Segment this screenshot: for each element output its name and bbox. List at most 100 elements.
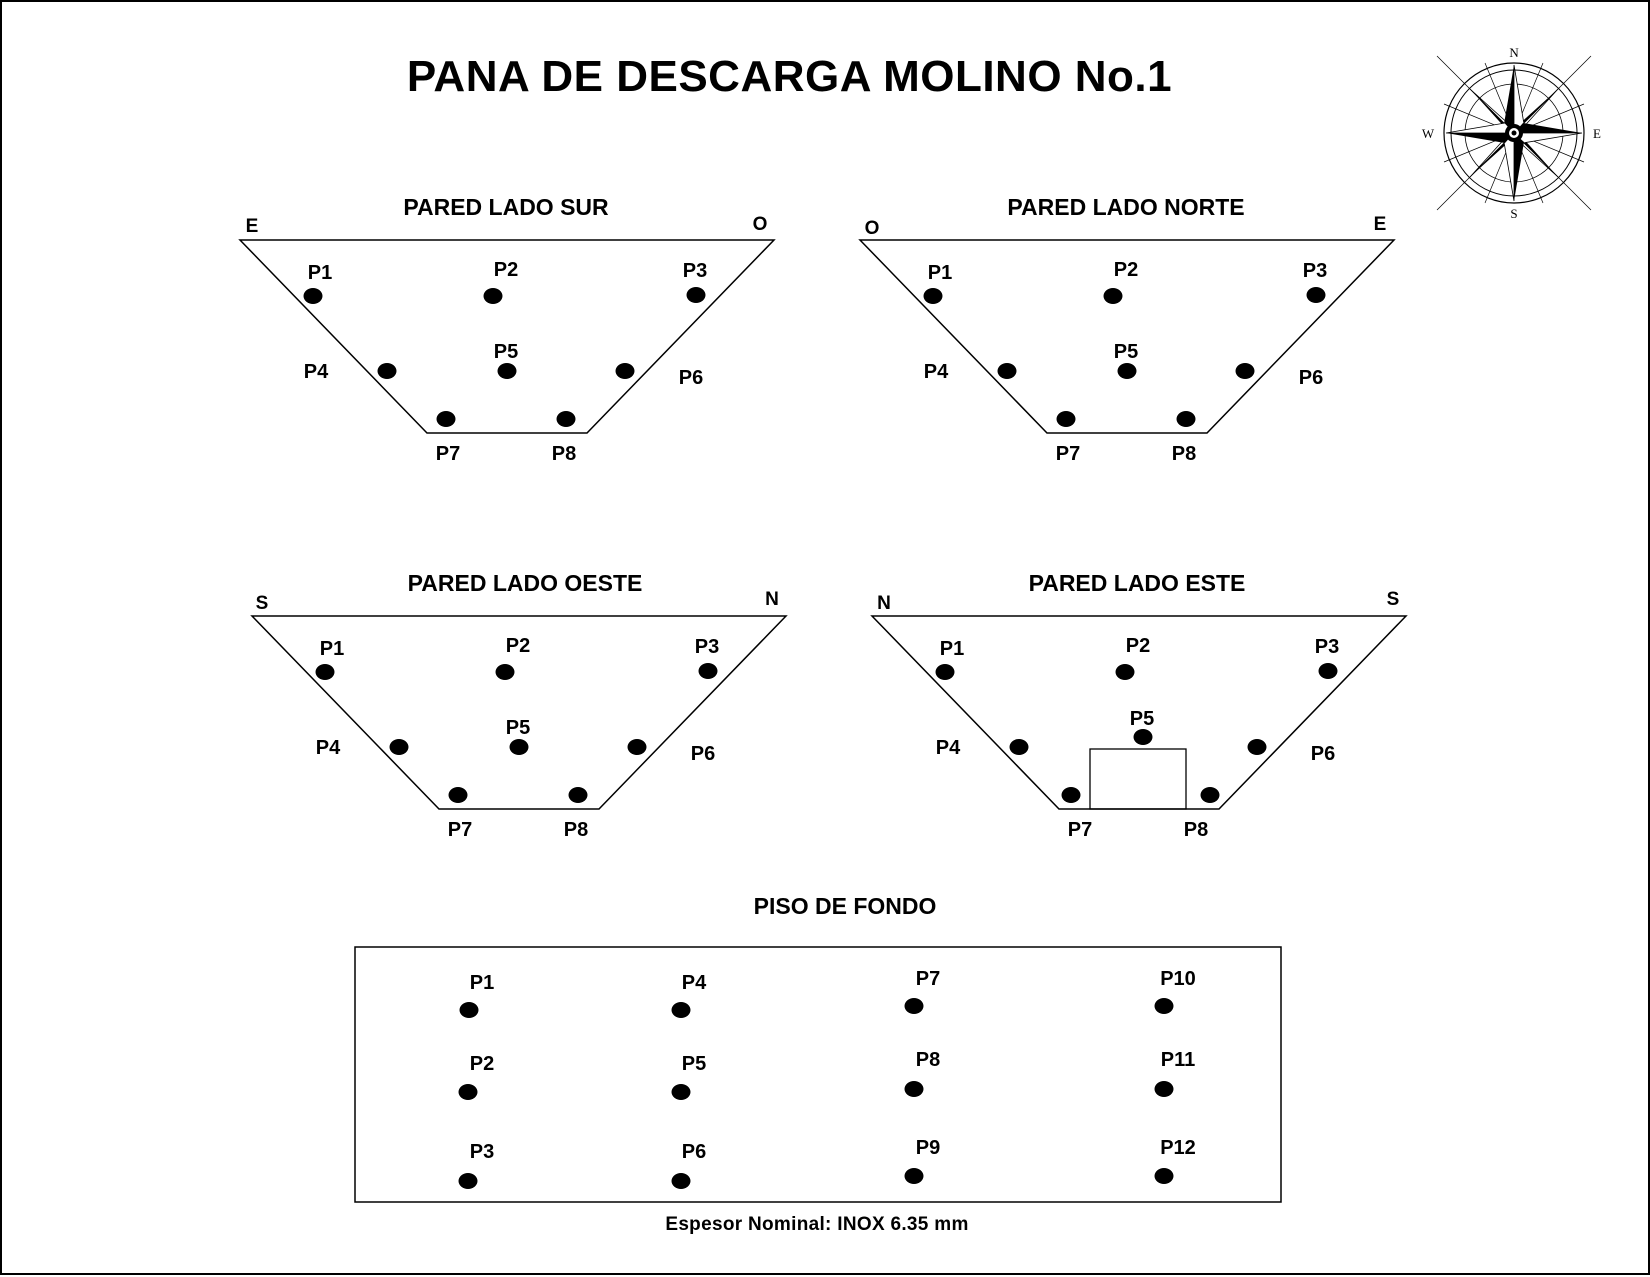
wall-right-direction: E (1374, 214, 1387, 235)
point-label: P8 (1184, 819, 1208, 841)
floor-outline (354, 946, 1282, 1203)
measurement-point (1115, 664, 1135, 680)
wall-left-direction: E (246, 216, 259, 237)
point-label: P5 (506, 717, 530, 739)
compass-east-label: E (1593, 126, 1601, 141)
wall-left-direction: O (865, 218, 880, 239)
wall-sur: PARED LADO SUR E O P1 P2 P3 P4 P5 P6 P7 … (238, 194, 776, 465)
measurement-point (556, 411, 576, 427)
measurement-point (997, 363, 1017, 379)
point-label: P8 (564, 819, 588, 841)
point-label: P1 (308, 262, 332, 284)
measurement-point (1154, 1168, 1174, 1184)
measurement-point (1061, 787, 1081, 803)
wall-title: PARED LADO OESTE (408, 570, 643, 596)
point-label: P7 (448, 819, 472, 841)
measurement-point (904, 998, 924, 1014)
point-label: P1 (470, 972, 494, 994)
point-label: P4 (682, 972, 707, 994)
measurement-point (1247, 739, 1267, 755)
measurement-point (448, 787, 468, 803)
floor-title: PISO DE FONDO (754, 893, 937, 919)
wall-right-direction: S (1387, 589, 1400, 610)
measurement-point (1176, 411, 1196, 427)
compass-rose-icon: N S E W (1422, 45, 1601, 221)
measurement-point (377, 363, 397, 379)
measurement-point (904, 1081, 924, 1097)
measurement-point (1133, 729, 1153, 745)
point-label: P1 (320, 638, 344, 660)
measurement-point (1154, 998, 1174, 1014)
point-label: P4 (316, 737, 341, 759)
measurement-point (315, 664, 335, 680)
measurement-point (495, 664, 515, 680)
measurement-point (303, 288, 323, 304)
point-label: P3 (683, 260, 707, 282)
measurement-point (627, 739, 647, 755)
wall-left-direction: N (877, 593, 891, 614)
measurement-point (1117, 363, 1137, 379)
measurement-point (671, 1084, 691, 1100)
wall-title: PARED LADO ESTE (1029, 570, 1246, 596)
measurement-point (483, 288, 503, 304)
point-label: P11 (1161, 1049, 1195, 1071)
point-label: P4 (304, 361, 329, 383)
measurement-point (923, 288, 943, 304)
wall-right-direction: N (765, 589, 779, 610)
point-label: P2 (494, 259, 518, 281)
compass-north-label: N (1509, 45, 1519, 60)
point-label: P3 (695, 636, 719, 658)
point-label: P5 (1114, 341, 1138, 363)
measurement-point (1154, 1081, 1174, 1097)
measurement-point (615, 363, 635, 379)
measurement-point (436, 411, 456, 427)
measurement-point (509, 739, 529, 755)
point-label: P7 (1068, 819, 1092, 841)
measurement-point (1009, 739, 1029, 755)
measurement-point (935, 664, 955, 680)
wall-title: PARED LADO SUR (403, 194, 609, 220)
page-title: PANA DE DESCARGA MOLINO No.1 (406, 52, 1173, 101)
measurement-point (1318, 663, 1338, 679)
point-label: P5 (1130, 708, 1154, 730)
point-label: P6 (1299, 367, 1323, 389)
point-label: P4 (936, 737, 961, 759)
measurement-point (1235, 363, 1255, 379)
point-label: P9 (916, 1137, 940, 1159)
wall-este: PARED LADO ESTE N S P1 P2 P3 P4 P5 P6 P7… (870, 570, 1408, 841)
point-label: P3 (1315, 636, 1339, 658)
nominal-thickness-note: Espesor Nominal: INOX 6.35 mm (665, 1214, 969, 1235)
point-label: P2 (1114, 259, 1138, 281)
point-label: P7 (436, 443, 460, 465)
measurement-point (1056, 411, 1076, 427)
point-label: P5 (494, 341, 518, 363)
wall-title: PARED LADO NORTE (1007, 194, 1244, 220)
wall-left-direction: S (256, 593, 269, 614)
measurement-point (686, 287, 706, 303)
point-label: P2 (506, 635, 530, 657)
measurement-point (904, 1168, 924, 1184)
measurement-point (458, 1084, 478, 1100)
point-label: P3 (1303, 260, 1327, 282)
compass-south-label: S (1510, 206, 1517, 221)
measurement-point (568, 787, 588, 803)
point-label: P5 (682, 1053, 706, 1075)
floor-panel: PISO DE FONDO P1 P2 P3 P4 P5 P6 P7 P8 P9… (354, 893, 1282, 1203)
point-label: P8 (552, 443, 576, 465)
measurement-point (1103, 288, 1123, 304)
point-label: P4 (924, 361, 949, 383)
discharge-opening (1089, 748, 1187, 810)
wall-norte: PARED LADO NORTE O E P1 P2 P3 P4 P5 P6 P… (858, 194, 1396, 465)
point-label: P6 (691, 743, 715, 765)
measurement-point (671, 1173, 691, 1189)
measurement-point (459, 1002, 479, 1018)
wall-outline (250, 615, 788, 810)
point-label: P2 (470, 1053, 494, 1075)
wall-right-direction: O (753, 214, 768, 235)
measurement-point (458, 1173, 478, 1189)
measurement-point (1200, 787, 1220, 803)
measurement-point (497, 363, 517, 379)
measurement-point (389, 739, 409, 755)
